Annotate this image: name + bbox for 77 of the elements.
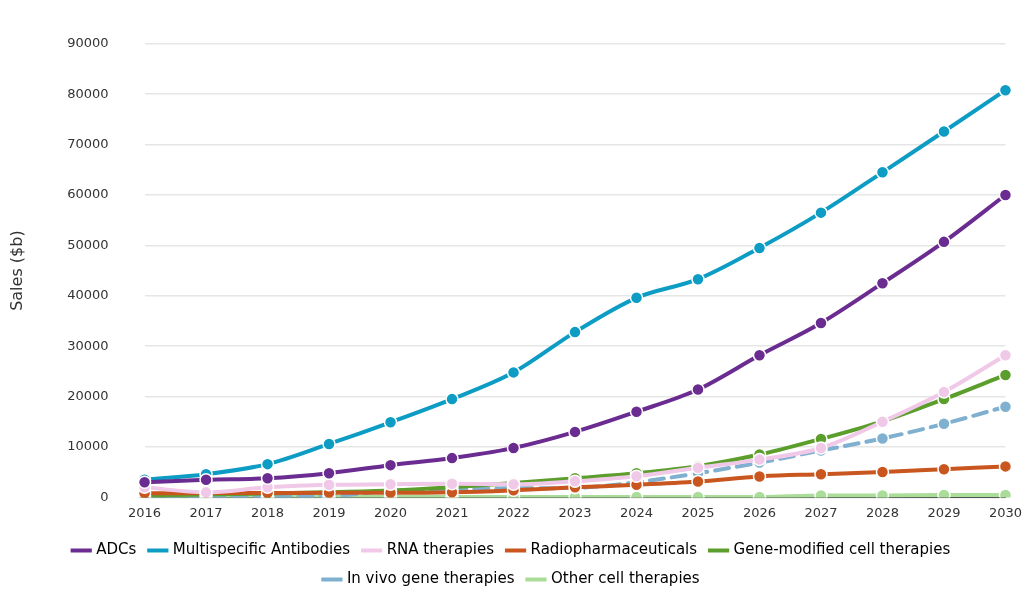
point [875, 165, 890, 180]
legend-label: RNA therapies [386, 540, 495, 559]
point [445, 392, 459, 406]
point [998, 83, 1013, 97]
legend-label: Other cell therapies [550, 569, 700, 588]
point [937, 488, 951, 498]
y-tick-label: 80000 [67, 85, 109, 101]
point [998, 399, 1013, 414]
legend-label: Radiopharmaceuticals [530, 540, 698, 559]
point [383, 458, 398, 472]
point [752, 348, 767, 363]
point [937, 124, 951, 139]
y-tick-label: 20000 [67, 387, 109, 403]
point [568, 425, 582, 439]
legend-label: Multispecific Antibodies [172, 540, 351, 559]
point [875, 276, 890, 290]
point [260, 457, 275, 471]
point [937, 235, 951, 249]
x-tick-label: 2025 [681, 504, 715, 520]
point [322, 478, 336, 492]
point [568, 325, 582, 339]
point [937, 417, 951, 431]
y-tick-label: 70000 [67, 135, 109, 151]
point [445, 451, 459, 465]
point [691, 474, 705, 489]
point [937, 385, 951, 399]
point [752, 241, 767, 255]
point [998, 368, 1013, 382]
point [322, 437, 336, 451]
point [322, 466, 336, 480]
y-tick-label: 40000 [67, 287, 109, 303]
y-tick-label: 0 [100, 488, 109, 504]
legend-label: In vivo gene therapies [346, 569, 515, 588]
point [445, 477, 459, 491]
x-tick-label: 2023 [558, 504, 592, 520]
point [814, 205, 828, 220]
point [383, 477, 398, 492]
x-tick-label: 2022 [496, 504, 531, 520]
point [199, 473, 213, 487]
legend-label: Gene-modified cell therapies [733, 540, 951, 559]
point [568, 474, 582, 489]
point [383, 415, 398, 430]
point [691, 382, 705, 397]
point [814, 316, 828, 330]
y-tick-label: 50000 [67, 236, 109, 252]
point [506, 365, 521, 380]
point [506, 441, 521, 455]
point [998, 188, 1013, 202]
y-axis-title: Sales ($b) [6, 230, 26, 311]
y-tick-label: 30000 [67, 337, 109, 353]
point [629, 404, 644, 419]
point [937, 462, 951, 476]
x-tick-label: 2019 [312, 504, 346, 520]
point [875, 465, 890, 479]
point [814, 467, 828, 481]
x-tick-label: 2026 [742, 504, 777, 520]
x-tick-label: 2024 [619, 504, 654, 520]
x-tick-label: 2018 [250, 504, 285, 520]
point [629, 291, 644, 305]
x-tick-label: 2020 [373, 504, 408, 520]
y-tick-label: 60000 [67, 186, 109, 202]
legend-label: ADCs [96, 540, 137, 559]
x-tick-label: 2021 [435, 504, 469, 520]
x-tick-label: 2016 [128, 504, 162, 520]
x-tick-label: 2027 [804, 504, 838, 520]
point [260, 471, 275, 485]
y-tick-label: 90000 [67, 35, 109, 51]
point [691, 272, 705, 286]
x-tick-label: 2017 [189, 504, 223, 520]
point [875, 431, 890, 446]
x-tick-label: 2028 [865, 504, 900, 520]
point [998, 459, 1013, 474]
point [752, 469, 767, 484]
point [998, 348, 1013, 363]
y-tick-label: 10000 [67, 438, 109, 454]
x-tick-label: 2030 [988, 504, 1022, 520]
x-tick-label: 2029 [927, 504, 961, 520]
